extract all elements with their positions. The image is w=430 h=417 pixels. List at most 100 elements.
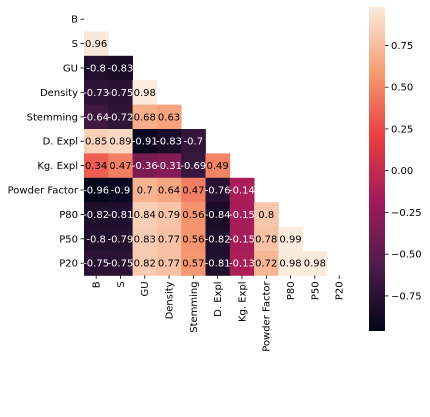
x-tick-label: P20	[335, 281, 346, 300]
heatmap-cell	[229, 251, 255, 276]
heatmap-cell	[205, 202, 231, 227]
cell-value-label: -0.14	[229, 186, 255, 197]
cell-value-label: 0.98	[279, 259, 301, 270]
heatmap-cell	[84, 153, 109, 179]
y-tick-label: B	[71, 15, 78, 26]
cell-value-label: 0.82	[134, 259, 156, 270]
heatmap-cell	[132, 129, 158, 154]
heatmap-cell	[84, 31, 109, 57]
heatmap-cell	[132, 104, 158, 130]
cell-value-label: 0.56	[182, 210, 204, 221]
cell-value-label: -0.64	[83, 112, 109, 123]
colorbar-tick-label: 0.00	[391, 166, 413, 177]
heatmap-cell	[278, 251, 304, 276]
x-tick-label: Powder Factor	[262, 281, 273, 352]
heatmap-cell	[108, 202, 133, 227]
y-tick-label: P80	[59, 210, 78, 221]
colorbar-tick-label: 0.50	[391, 83, 413, 94]
heatmap-cell	[156, 202, 182, 227]
cell-value-label: -0.13	[229, 259, 255, 270]
y-tick-label: D. Expl	[43, 137, 78, 148]
y-tick-label: S	[72, 39, 78, 50]
cell-value-label: 0.8	[258, 210, 274, 221]
x-tick-label: D. Expl	[213, 281, 224, 316]
cell-value-label: -0.76	[205, 186, 231, 197]
heatmap-cell	[108, 153, 133, 179]
heatmap-cell	[108, 104, 133, 130]
cell-value-label: 0.99	[279, 234, 301, 245]
heatmap-cell	[205, 251, 231, 276]
heatmap-cell	[156, 177, 182, 203]
cell-value-label: 0.77	[158, 259, 180, 270]
heatmap-cell	[302, 251, 328, 276]
heatmap-cell	[132, 226, 158, 252]
cell-value-label: -0.15	[229, 210, 255, 221]
heatmap-cell	[108, 80, 133, 105]
cell-value-label: -0.75	[108, 259, 134, 270]
y-tick-label: Stemming	[27, 112, 78, 123]
cell-value-label: -0.8	[86, 234, 106, 245]
cell-value-label: 0.64	[158, 186, 180, 197]
x-tick-label: GU	[140, 281, 151, 296]
cell-value-label: -0.83	[156, 137, 182, 148]
heatmap-cell	[132, 202, 158, 227]
cell-value-label: 0.47	[182, 186, 204, 197]
cell-value-label: -0.82	[83, 210, 109, 221]
cell-value-label: 0.34	[85, 161, 107, 172]
y-tick-label: Density	[40, 88, 78, 99]
heatmap-cell	[84, 104, 109, 130]
cell-value-label: -0.69	[180, 161, 206, 172]
heatmap-cell	[84, 177, 109, 203]
cell-value-label: 0.98	[134, 88, 156, 99]
cell-value-label: 0.72	[255, 259, 277, 270]
x-tick-label: P50	[310, 281, 321, 300]
heatmap-cell	[84, 226, 109, 252]
heatmap-cell	[156, 104, 182, 130]
heatmap-cell	[132, 251, 158, 276]
heatmap-cell	[254, 202, 279, 227]
colorbar-tick-label: −0.50	[391, 250, 422, 261]
heatmap-cell	[84, 80, 109, 105]
heatmap-cell	[205, 153, 231, 179]
y-tick-label: P20	[59, 259, 78, 270]
heatmap-cell	[229, 226, 255, 252]
heatmap-cell	[108, 55, 133, 81]
colorbar-tick-label: −0.25	[391, 208, 422, 219]
x-tick-label: Stemming	[189, 281, 200, 332]
y-tick-label: Kg. Expl	[37, 161, 78, 172]
cell-value-label: 0.63	[158, 112, 180, 123]
colorbar-tick-label: 0.75	[391, 41, 413, 52]
heatmap-cell	[84, 55, 109, 81]
heatmap-cell	[132, 177, 158, 203]
cell-value-label: -0.81	[108, 210, 134, 221]
heatmap-cell	[156, 153, 182, 179]
cell-value-label: -0.83	[108, 64, 134, 75]
heatmap-cell	[132, 80, 158, 105]
cell-value-label: -0.81	[205, 259, 231, 270]
x-tick-label: S	[116, 281, 127, 287]
cell-value-label: -0.84	[205, 210, 231, 221]
y-tick-label: GU	[63, 64, 78, 75]
heatmap-cell	[108, 129, 133, 154]
cell-value-label: 0.98	[304, 259, 326, 270]
cell-value-label: 0.56	[182, 234, 204, 245]
heatmap-cell	[254, 226, 279, 252]
cell-value-label: -0.72	[108, 112, 134, 123]
cell-value-label: -0.79	[108, 234, 134, 245]
x-tick-label: B	[92, 281, 103, 288]
cell-value-label: 0.49	[207, 161, 229, 172]
heatmap-cell	[108, 177, 133, 203]
heatmap-cell	[181, 202, 206, 227]
cell-value-label: 0.89	[109, 137, 131, 148]
heatmap-cell	[108, 226, 133, 252]
cell-value-label: 0.83	[134, 234, 156, 245]
cell-value-label: -0.91	[132, 137, 158, 148]
cell-value-label: 0.47	[109, 161, 131, 172]
heatmap-cell	[229, 177, 255, 203]
cell-value-label: 0.57	[182, 259, 204, 270]
colorbar	[369, 7, 385, 331]
cell-value-label: -0.9	[111, 186, 131, 197]
heatmap-cell	[181, 129, 206, 154]
heatmap-cell	[156, 129, 182, 154]
cell-value-label: -0.82	[205, 234, 231, 245]
